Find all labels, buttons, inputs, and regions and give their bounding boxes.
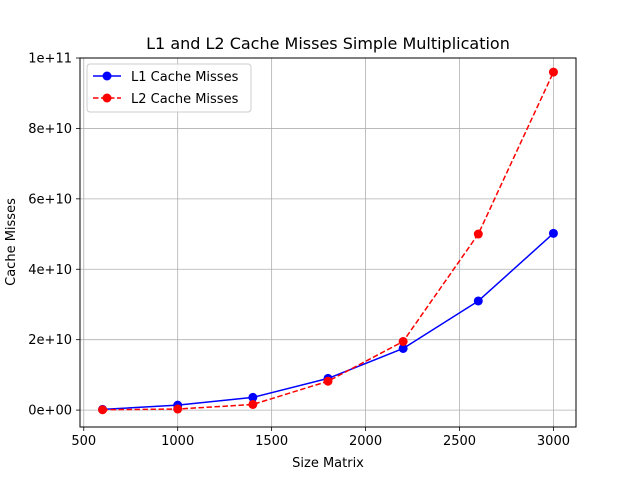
- data-point: [398, 336, 408, 346]
- grid-lines: [80, 57, 576, 427]
- x-tick-label: 3000: [537, 434, 570, 449]
- data-point: [398, 343, 408, 353]
- y-tick-label: 0e+00: [28, 404, 72, 419]
- x-axis-label: Size Matrix: [292, 456, 364, 471]
- data-point: [548, 228, 558, 238]
- y-tick-label: 1e+11: [28, 52, 72, 67]
- y-tick-label: 2e+10: [28, 333, 72, 348]
- legend-marker-l1: [102, 71, 112, 81]
- x-tick-label: 500: [71, 434, 96, 449]
- y-axis-label: Cache Misses: [4, 198, 19, 286]
- x-tick-label: 2500: [443, 434, 476, 449]
- data-point: [98, 405, 108, 415]
- data-point: [248, 392, 258, 402]
- x-tick-label: 1500: [255, 434, 288, 449]
- series-2: [98, 67, 558, 415]
- data-point: [248, 399, 258, 409]
- legend-label-l2: L2 Cache Misses: [131, 92, 239, 107]
- y-tick-label: 4e+10: [28, 263, 72, 278]
- legend: L1 Cache Misses L2 Cache Misses: [86, 63, 252, 113]
- legend-box: [86, 63, 252, 113]
- data-point: [323, 376, 333, 386]
- data-point: [173, 404, 183, 414]
- y-tick-label: 8e+10: [28, 122, 72, 137]
- chart-title: L1 and L2 Cache Misses Simple Multiplica…: [146, 34, 510, 53]
- y-tick-label: 6e+10: [28, 192, 72, 207]
- data-point: [548, 67, 558, 77]
- x-axis: 500 1000 1500 2000 2500 3000: [71, 427, 570, 449]
- legend-label-l1: L1 Cache Misses: [131, 70, 239, 85]
- x-tick-label: 1000: [161, 434, 194, 449]
- legend-marker-l2: [102, 93, 112, 103]
- y-axis: 0e+00 2e+10 4e+10 6e+10 8e+10 1e+11: [28, 52, 80, 419]
- data-point: [473, 296, 483, 306]
- x-tick-label: 2000: [349, 434, 382, 449]
- data-point: [473, 229, 483, 239]
- series-layer: [98, 67, 558, 415]
- plot-frame: [79, 57, 577, 428]
